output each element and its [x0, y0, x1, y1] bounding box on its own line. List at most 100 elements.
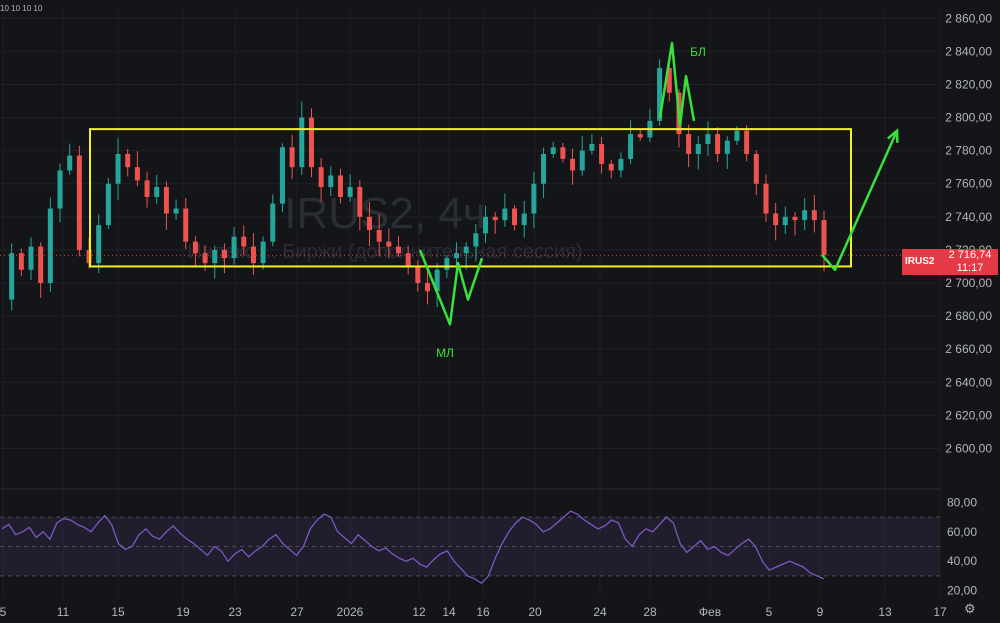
candle-body: [724, 140, 730, 154]
candle-body: [657, 67, 663, 121]
candle-body: [734, 130, 740, 141]
price-tick-label: 2 620,00: [945, 408, 992, 422]
time-tick-label: 16: [476, 605, 490, 619]
price-tick-label: 2 660,00: [945, 342, 992, 356]
candle-body: [28, 246, 34, 270]
candle-body: [483, 216, 489, 234]
candle-body: [502, 208, 508, 221]
candle-body: [212, 249, 218, 264]
candle-body: [18, 253, 24, 270]
last-price-value: 2 716,74: [948, 249, 992, 261]
range-box: [89, 128, 852, 268]
forecast-arrow-line: [821, 130, 899, 272]
candle-body: [386, 241, 392, 247]
candle-body: [405, 253, 411, 267]
candle-body: [589, 144, 595, 151]
candle-body: [270, 203, 276, 242]
candle-body: [579, 150, 585, 171]
candle-body: [821, 220, 827, 256]
candle-body: [686, 134, 692, 154]
rsi-tick-label: 80,00: [947, 495, 977, 509]
candle-body: [444, 258, 450, 270]
candle-body: [521, 213, 527, 226]
candle-body: [173, 208, 179, 214]
candle-body: [299, 117, 305, 168]
watermark-symbol: IRUS2, 4ч: [284, 189, 485, 238]
candle-body: [318, 167, 324, 188]
candle-body: [241, 236, 247, 247]
candle-body: [57, 170, 63, 209]
candle-body: [695, 144, 701, 154]
time-tick-label: 12: [412, 605, 426, 619]
bottom-pattern-line: [418, 249, 484, 326]
last-price-symbol: IRUS2: [905, 256, 935, 267]
time-tick-label: 13: [878, 605, 892, 619]
candle-body: [415, 266, 421, 283]
candle-body: [802, 210, 808, 221]
candle-body: [357, 187, 363, 217]
time-tick-label: 15: [111, 605, 125, 619]
candle-body: [154, 187, 160, 197]
candle-body: [763, 183, 769, 214]
time-tick-label: 27: [290, 605, 304, 619]
time-tick-label: 5: [0, 605, 7, 619]
candle-body: [434, 269, 440, 292]
price-tick-label: 2 840,00: [945, 44, 992, 58]
candle-body: [463, 246, 469, 254]
price-tick-label: 2 740,00: [945, 210, 992, 224]
grid-lines: [0, 10, 941, 598]
candle-body: [96, 225, 102, 264]
rsi-band: [0, 517, 940, 576]
annotation-top: БЛ: [690, 45, 706, 59]
rsi-tick-label: 60,00: [947, 525, 977, 539]
candle-body: [105, 183, 111, 226]
last-price-tag: 2 716,74 11:17: [942, 249, 998, 275]
price-tick-label: 2 680,00: [945, 309, 992, 323]
candle-body: [47, 208, 53, 283]
rsi-axis: 80,00 60,00 40,00 20,00: [947, 495, 977, 597]
candle-body: [192, 241, 198, 254]
candle-body: [492, 216, 498, 221]
price-tick-label: 2 800,00: [945, 111, 992, 125]
candle-body: [328, 175, 334, 188]
candle-body: [347, 187, 353, 197]
time-axis[interactable]: 5 11 15 19 23 27 2026 12 14 16 20 24 28 Фев 5 9 13 17: [0, 605, 947, 619]
time-tick-label: 19: [176, 605, 190, 619]
drawing-overlays[interactable]: [89, 41, 899, 326]
time-tick-label: Фев: [699, 605, 721, 619]
candle-body: [67, 155, 73, 171]
time-tick-label: 24: [593, 605, 607, 619]
candle-body: [608, 163, 614, 171]
settings-gear-icon[interactable]: ⚙: [964, 601, 976, 616]
candle-body: [811, 210, 817, 221]
candlestick-series: [0, 58, 940, 311]
candle-body: [134, 167, 140, 181]
candle-body: [125, 153, 131, 168]
candle-body: [9, 253, 15, 300]
watermark-description: Индекс ... Биржи (дополнительная сессия): [187, 241, 582, 263]
rsi-line: [1, 510, 825, 585]
time-tick-label: 20: [528, 605, 542, 619]
candle-body: [560, 147, 566, 159]
candle-body: [473, 233, 479, 247]
candle-body: [163, 187, 169, 214]
candle-body: [183, 208, 189, 242]
candle-body: [337, 175, 343, 197]
candle-body: [260, 241, 266, 264]
rsi-pane: [0, 488, 940, 585]
price-axis[interactable]: 2 860,00 2 840,00 2 820,00 2 800,00 2 780,00…: [945, 11, 992, 455]
last-price-symbol-tag: IRUS2: [902, 249, 942, 275]
candle-body: [231, 236, 237, 259]
candle-body: [289, 147, 295, 168]
candle-body: [618, 158, 624, 171]
candle-body: [366, 216, 372, 231]
time-tick-label: 14: [442, 605, 456, 619]
candle-body: [76, 155, 82, 250]
candle-body: [541, 153, 547, 184]
rsi-tick-label: 40,00: [947, 554, 977, 568]
candle-body: [744, 130, 750, 154]
time-tick-label: 17: [933, 605, 947, 619]
candle-body: [550, 147, 556, 154]
candle-body: [570, 158, 576, 171]
